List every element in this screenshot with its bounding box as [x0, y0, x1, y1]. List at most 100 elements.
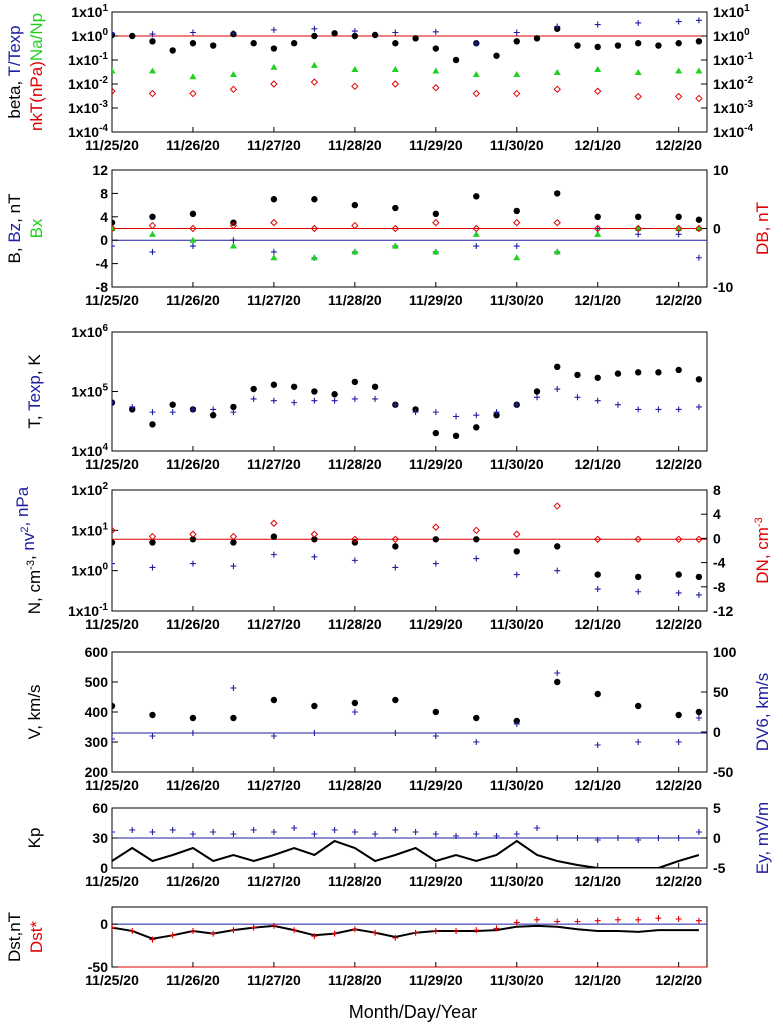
data-point: [270, 63, 278, 70]
data-point: [473, 243, 480, 250]
data-point: [270, 218, 278, 227]
data-point: [472, 526, 480, 535]
data-point: [493, 411, 500, 419]
data-point: [392, 934, 399, 941]
data-point: [553, 502, 561, 510]
data-point: [675, 67, 683, 74]
data-point: [574, 371, 581, 379]
data-point: [311, 933, 318, 940]
data-point: [149, 248, 156, 255]
data-point: [594, 742, 601, 748]
data-point: [311, 388, 318, 395]
data-point: [149, 409, 156, 416]
x-tick-label: 11/26/20: [166, 137, 220, 153]
panel-dst: -50 0 11/25/20 11/26/20 11/27/20 11/28/20 11/2…: [5, 906, 708, 988]
data-point: [148, 67, 156, 74]
y-tick-label: -8: [96, 279, 109, 295]
y-tick-label: 1x105: [71, 383, 108, 400]
data-point: [574, 835, 581, 841]
data-point: [149, 564, 156, 571]
x-tick-label: 12/1/20: [574, 777, 621, 793]
data-point: [112, 526, 116, 535]
data-point: [310, 224, 319, 233]
data-point: [291, 927, 298, 934]
data-point: [675, 231, 682, 238]
data-point: [473, 927, 480, 934]
y-right-tick-label: 1x10-2: [713, 75, 753, 92]
data-point: [472, 70, 480, 77]
data-point: [695, 216, 703, 223]
data-point: [169, 827, 176, 833]
data-point: [230, 563, 237, 570]
data-point: [391, 242, 399, 249]
data-point: [311, 730, 318, 736]
data-point: [392, 564, 399, 571]
y-tick-label: 12: [92, 162, 108, 178]
data-point: [148, 221, 157, 230]
data-point: [635, 19, 642, 26]
data-point: [553, 69, 561, 76]
data-point: [432, 210, 440, 218]
data-point: [250, 40, 257, 47]
data-point: [594, 397, 601, 404]
y-right-tick-label: 100: [713, 644, 737, 660]
data-point: [391, 66, 399, 73]
data-point: [533, 35, 541, 42]
data-point: [574, 42, 581, 49]
data-point: [331, 391, 338, 398]
y-tick-label: 0: [100, 916, 108, 932]
data-point: [351, 201, 359, 209]
data-point: [534, 916, 540, 923]
x-tick-label: 11/28/20: [328, 137, 382, 153]
data-point: [189, 243, 196, 250]
data-point: [473, 555, 480, 562]
data-point: [148, 89, 157, 98]
data-point: [392, 827, 399, 833]
data-point: [230, 927, 237, 934]
data-point: [675, 571, 682, 578]
x-tick-label: 11/25/20: [85, 456, 139, 472]
data-point: [472, 224, 480, 233]
panel-t: 1x104 1x105 1x106 11/25/20 11/26/20 11/27/20 1…: [25, 323, 708, 472]
data-point: [453, 413, 460, 420]
x-tick-label: 11/27/20: [247, 137, 301, 153]
y-right-tick-label: 0: [713, 221, 721, 237]
data-point: [149, 31, 156, 38]
data-point: [513, 831, 520, 837]
data-point: [695, 829, 702, 835]
y-right-tick-label: -12: [713, 603, 733, 619]
data-point: [230, 409, 237, 416]
series-line: [112, 924, 699, 940]
y-right-tick-label: 5: [713, 800, 721, 816]
data-point: [392, 730, 399, 736]
data-point: [112, 829, 115, 835]
data-point: [513, 571, 520, 578]
data-point: [230, 714, 237, 722]
x-tick-label: 11/27/20: [247, 873, 301, 889]
x-tick-label: 12/1/20: [574, 137, 621, 153]
y-right-tick-label: 1x101: [713, 3, 750, 20]
data-point: [112, 924, 115, 931]
data-point: [351, 557, 358, 564]
y-tick-label: -50: [88, 959, 108, 975]
data-point: [311, 196, 318, 203]
data-point: [372, 929, 379, 936]
data-point: [675, 40, 682, 47]
data-point: [695, 708, 703, 716]
data-point: [554, 23, 561, 30]
data-point: [169, 409, 176, 416]
data-point: [189, 89, 197, 98]
y-tick-label: 1x101: [71, 521, 108, 538]
data-point: [351, 535, 359, 543]
data-point: [229, 532, 238, 541]
data-point: [695, 17, 702, 24]
x-tick-label: 11/28/20: [328, 777, 382, 793]
y-tick-label: 1x10-2: [68, 75, 108, 92]
data-point: [452, 56, 460, 64]
data-point: [189, 560, 196, 567]
data-point: [473, 424, 480, 431]
data-point: [493, 925, 500, 932]
y-axis-label-right: DV6, km/s: [753, 673, 772, 751]
data-point: [148, 532, 157, 541]
data-point: [674, 224, 683, 233]
